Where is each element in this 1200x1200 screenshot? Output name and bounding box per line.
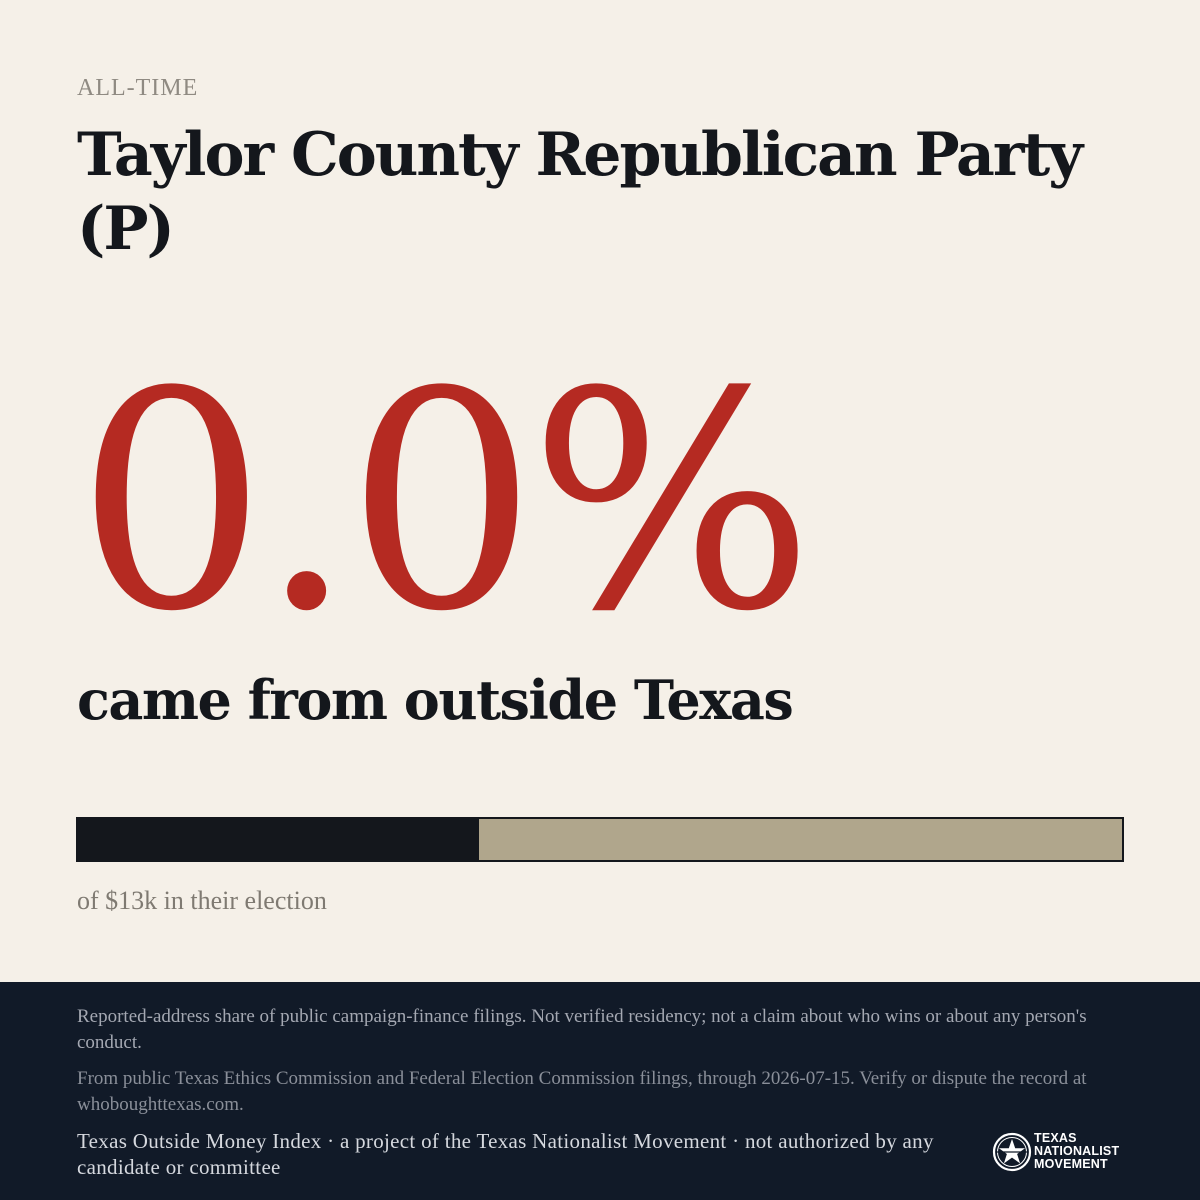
logo-line-movement: MOVEMENT	[1034, 1157, 1108, 1171]
logo-line-nationalist: NATIONALIST	[1034, 1144, 1120, 1158]
tnm-logo: TEXAS NATIONALIST MOVEMENT	[992, 1130, 1132, 1174]
star-seal-icon	[992, 1132, 1032, 1172]
logo-line-texas: TEXAS	[1034, 1131, 1077, 1145]
committee-title: Taylor County Republican Party (P)	[77, 120, 1083, 264]
logo-wordmark: TEXAS NATIONALIST MOVEMENT	[1034, 1132, 1119, 1171]
card-main: ALL-TIME Taylor County Republican Party …	[76, 75, 1124, 915]
source-text: From public Texas Ethics Commission and …	[77, 1068, 1087, 1115]
outside-share-percent: 0.0%	[76, 328, 814, 677]
disclaimer-text: Reported-address share of public campaig…	[77, 1006, 1087, 1053]
credit-text: Texas Outside Money Index · a project of…	[77, 1129, 934, 1179]
share-bar	[76, 817, 1124, 862]
total-raised-caption: of $13k in their election	[77, 886, 327, 915]
share-bar-fill	[78, 819, 479, 860]
time-range-label: ALL-TIME	[77, 75, 199, 101]
footer: Reported-address share of public campaig…	[0, 982, 1200, 1200]
outside-share-subline: came from outside Texas	[77, 668, 794, 732]
